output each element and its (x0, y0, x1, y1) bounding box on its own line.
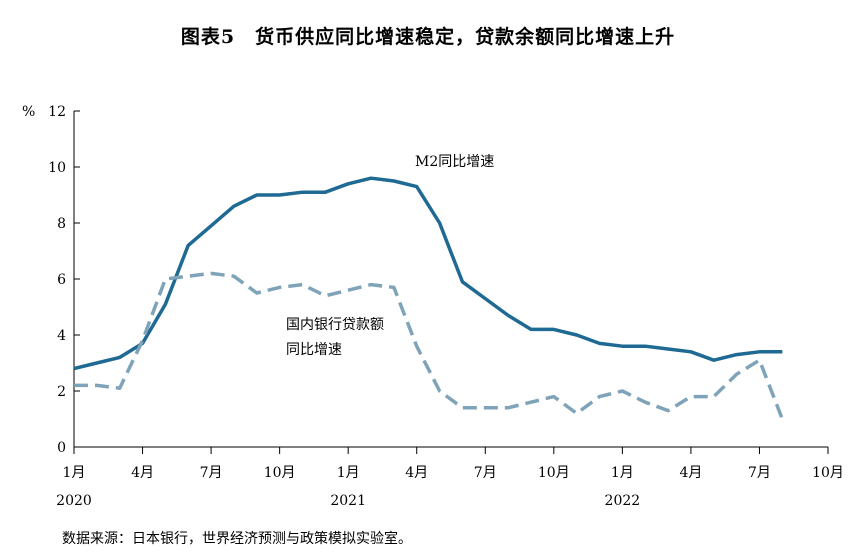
bank-loan-growth-line (74, 271, 784, 420)
y-axis-unit: % (22, 104, 35, 120)
x-tick-label: 7月 (474, 465, 497, 481)
x-tick-label: 4月 (679, 465, 702, 481)
axes: 0 2 4 6 8 10 12% 1月 2020 4月 7月 10月 1月 2021 4月 7月 10月 1月 20… (22, 104, 844, 509)
x-tick-label: 10月 (264, 465, 296, 481)
x-tick-label: 4月 (405, 465, 428, 481)
y-tick-label: 6 (57, 272, 66, 288)
data-source-note: 数据来源：日本银行，世界经济预测与政策模拟实验室。 (62, 531, 412, 547)
y-tick-label: 10 (48, 160, 66, 176)
y-tick-label: 8 (57, 216, 66, 232)
x-tick-label: 1月 (63, 465, 86, 481)
x-year-label: 2020 (56, 493, 92, 509)
x-tick-label: 1月 (337, 465, 360, 481)
m2-growth-line (73, 176, 783, 371)
x-year-label: 2022 (605, 493, 641, 509)
x-tick-label: 10月 (812, 465, 844, 481)
x-tick-label: 7月 (748, 465, 771, 481)
line-chart: 0 2 4 6 8 10 12% 1月 2020 4月 7月 10月 1月 2021 4月 7月 10月 1月 20… (22, 104, 844, 509)
y-tick-label: 4 (57, 328, 66, 344)
x-year-label: 2021 (330, 493, 366, 509)
loan-series-label-line1: 国内银行贷款额 (286, 317, 384, 333)
y-tick-label: 0 (57, 440, 66, 456)
chart-title: 图表5 货币供应同比增速稳定，贷款余额同比增速上升 (180, 26, 676, 48)
loan-series-label-line2: 同比增速 (286, 342, 342, 358)
series-layer (73, 176, 784, 420)
x-tick-label: 10月 (538, 465, 570, 481)
x-tick-label: 7月 (200, 465, 223, 481)
x-tick-label: 4月 (131, 465, 154, 481)
x-tick-label: 1月 (611, 465, 634, 481)
m2-series-label: M2同比增速 (415, 154, 494, 170)
y-tick-label: 2 (57, 384, 66, 400)
y-tick-label: 12 (48, 104, 66, 120)
